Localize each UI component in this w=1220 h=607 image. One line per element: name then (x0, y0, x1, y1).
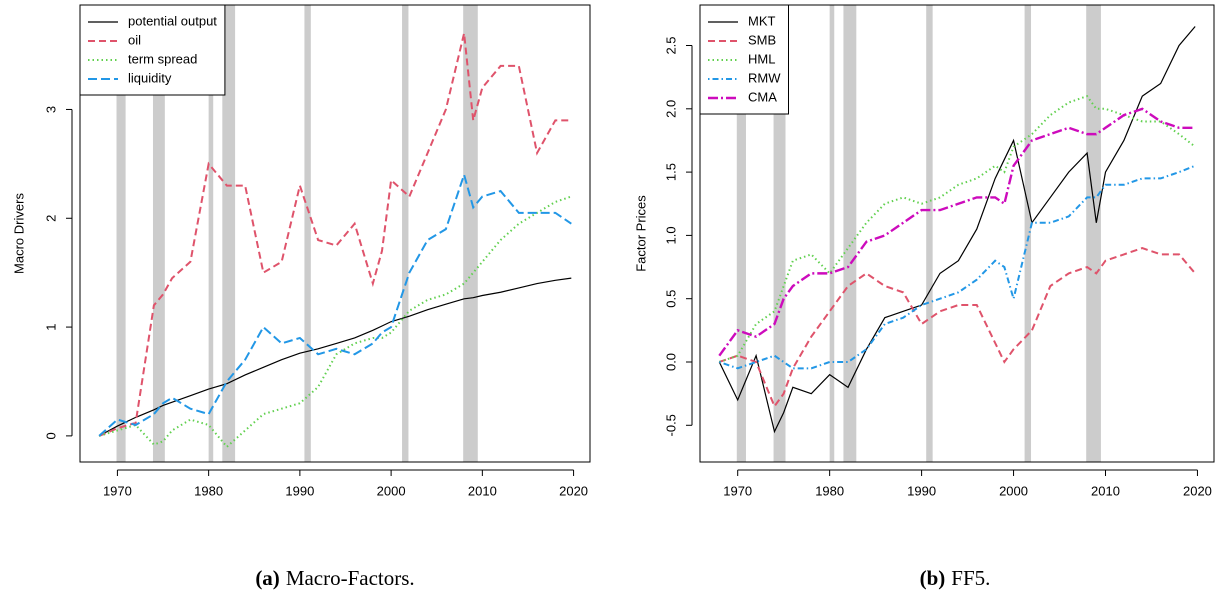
series-line (718, 94, 1196, 363)
y-tick-label: 1.0 (663, 226, 678, 244)
series-line (718, 247, 1196, 409)
y-tick-label: 2.0 (663, 100, 678, 118)
recession-band (152, 5, 165, 462)
x-tick-label: 1990 (285, 483, 314, 498)
x-tick-label: 2020 (1183, 483, 1212, 498)
recession-band (116, 5, 126, 462)
plot-frame (699, 4, 1215, 463)
plot-frame (79, 4, 591, 463)
y-tick-label: 2 (43, 215, 58, 222)
legend-label: HML (748, 51, 775, 66)
recession-band (402, 5, 409, 462)
y-axis-title: Macro Drivers (11, 193, 26, 274)
legend: potential output oil term spread liquidity (79, 4, 226, 96)
recession-band (222, 5, 236, 462)
x-tick-label: 1970 (723, 483, 752, 498)
series-line (718, 107, 1196, 357)
y-tick-label: 2.5 (663, 36, 678, 54)
legend-label: SMB (748, 32, 776, 47)
x-tick-label: 1980 (194, 483, 223, 498)
y-tick-label: 0.0 (663, 353, 678, 371)
caption-text: FF5. (951, 566, 990, 590)
x-tick-label: 2020 (559, 483, 588, 498)
x-tick-label: 2000 (999, 483, 1028, 498)
x-tick-label: 2010 (468, 483, 497, 498)
recession-band (304, 5, 311, 462)
x-tick-label: 2000 (377, 483, 406, 498)
caption-label: (b) (920, 566, 946, 590)
caption-label: (a) (255, 566, 280, 590)
x-tick-label: 1970 (103, 483, 132, 498)
recession-band (773, 5, 786, 462)
series-line (98, 171, 572, 437)
y-tick-label: 1 (43, 323, 58, 330)
y-tick-label: 1.5 (663, 163, 678, 181)
legend-label: oil (128, 32, 141, 47)
legend-label: potential output (128, 13, 217, 28)
series-line (98, 195, 572, 449)
y-tick-label: 0 (43, 432, 58, 439)
recession-band (208, 5, 214, 462)
recession-band (463, 5, 478, 462)
legend-label: term spread (128, 51, 197, 66)
series-line (718, 26, 1196, 434)
caption: (b) FF5. (920, 566, 991, 590)
series-line (98, 277, 572, 437)
x-tick-label: 1980 (815, 483, 844, 498)
recession-band (843, 5, 857, 462)
legend-label: liquidity (128, 70, 172, 85)
recession-band (829, 5, 835, 462)
y-tick-label: 3 (43, 106, 58, 113)
legend-box (699, 4, 789, 115)
caption: (a) Macro-Factors. (255, 566, 414, 590)
legend-label: CMA (748, 89, 777, 104)
x-tick-label: 1990 (907, 483, 936, 498)
legend-label: RMW (748, 70, 781, 85)
recession-band (1086, 5, 1101, 462)
recession-band (1024, 5, 1032, 462)
series-line (98, 33, 572, 437)
y-axis-title: Factor Prices (633, 195, 648, 272)
x-tick-label: 2010 (1091, 483, 1120, 498)
legend: MKT SMB HML RMW CMA (699, 4, 789, 115)
series-line (718, 164, 1196, 370)
legend-label: MKT (748, 13, 776, 28)
recession-band (926, 5, 933, 462)
recession-band (736, 5, 746, 462)
y-tick-label: 0.5 (663, 290, 678, 308)
y-tick-label: -0.5 (663, 414, 678, 436)
caption-text: Macro-Factors. (286, 566, 415, 590)
